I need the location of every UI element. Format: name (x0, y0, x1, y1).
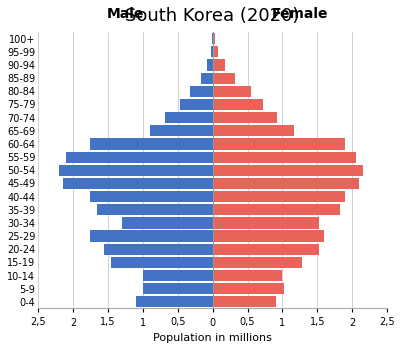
Bar (190, 86, 212, 97)
Bar (212, 112, 276, 123)
Bar (104, 244, 212, 255)
Bar (212, 296, 275, 308)
Bar (200, 72, 212, 84)
Text: Male: Male (106, 7, 144, 21)
Bar (212, 191, 344, 202)
Bar (212, 72, 235, 84)
Bar (212, 152, 355, 163)
Bar (212, 283, 283, 294)
Bar (63, 178, 212, 189)
Bar (136, 296, 212, 308)
Bar (212, 244, 318, 255)
Bar (212, 164, 362, 176)
Bar (59, 164, 212, 176)
Bar (212, 33, 215, 44)
Bar (142, 270, 212, 281)
Bar (212, 99, 262, 110)
Bar (111, 257, 212, 268)
Bar (142, 283, 212, 294)
Bar (90, 138, 212, 149)
Bar (150, 125, 212, 136)
Bar (97, 204, 212, 215)
Bar (212, 138, 344, 149)
Bar (212, 217, 318, 229)
Bar (212, 46, 218, 57)
Bar (211, 33, 212, 44)
Title: South Korea (2020): South Korea (2020) (125, 7, 299, 25)
Bar (90, 231, 212, 241)
Bar (90, 191, 212, 202)
Bar (212, 86, 251, 97)
Bar (212, 125, 294, 136)
Bar (207, 60, 212, 71)
X-axis label: Population in millions: Population in millions (153, 333, 271, 343)
Bar (212, 178, 358, 189)
Bar (122, 217, 212, 229)
Bar (165, 112, 212, 123)
Text: Female: Female (271, 7, 327, 21)
Bar (179, 99, 212, 110)
Bar (212, 257, 301, 268)
Bar (210, 46, 212, 57)
Bar (212, 270, 282, 281)
Bar (212, 231, 324, 241)
Bar (212, 204, 339, 215)
Bar (212, 60, 225, 71)
Bar (66, 152, 212, 163)
